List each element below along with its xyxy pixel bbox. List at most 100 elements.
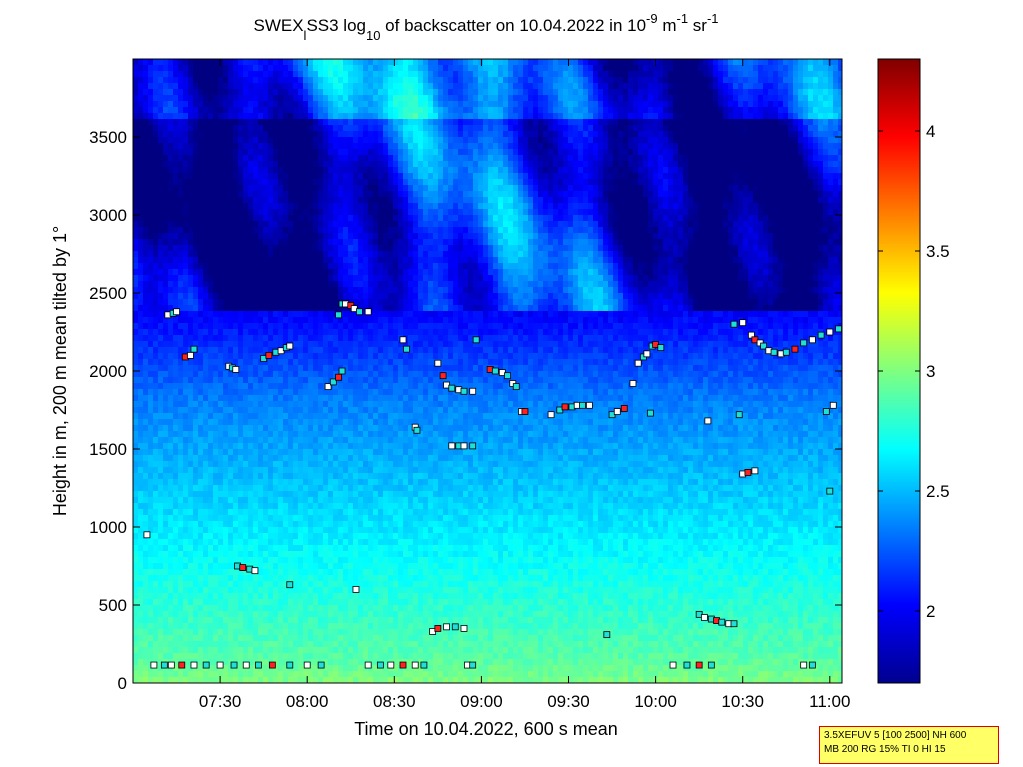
colorbar-tick-label: 2: [926, 602, 935, 621]
cloud-base-marker: [286, 661, 294, 669]
cloud-base-marker: [700, 614, 708, 621]
cloud-base-marker: [190, 345, 198, 353]
cloud-base-marker: [634, 359, 642, 367]
info-box: 3.5XEFUV 5 [100 2500] NH 600 MB 200 RG 1…: [819, 726, 999, 764]
x-tick-label: 10:30: [721, 692, 764, 711]
cloud-base-marker: [646, 409, 654, 417]
cloud-base-marker: [187, 351, 194, 359]
cloud-base-marker: [160, 661, 168, 669]
cloud-base-marker: [704, 417, 712, 425]
cloud-base-marker: [822, 408, 830, 415]
x-tick-label: 10:00: [634, 692, 677, 711]
cloud-base-marker: [239, 564, 247, 571]
cloud-base-marker: [143, 531, 151, 539]
cloud-base-marker: [730, 320, 738, 328]
cloud-base-marker: [808, 661, 816, 669]
cloud-base-marker: [735, 411, 743, 419]
x-tick-label: 09:30: [547, 692, 590, 711]
cloud-base-markers: [143, 300, 842, 669]
y-tick-label: 3500: [89, 128, 127, 147]
cloud-base-marker: [521, 408, 529, 415]
cloud-base-marker: [434, 625, 442, 632]
x-tick-label: 08:30: [373, 692, 416, 711]
cloud-base-marker: [232, 366, 240, 373]
cloud-base-marker: [808, 336, 816, 344]
cloud-base-marker: [216, 661, 224, 669]
cloud-base-marker: [620, 405, 628, 412]
cloud-base-marker: [579, 401, 586, 409]
x-tick-label: 11:00: [809, 692, 850, 711]
cloud-base-marker: [403, 345, 410, 353]
cloud-base-marker: [329, 378, 337, 386]
cloud-base-marker: [387, 661, 395, 669]
cloud-base-marker: [748, 331, 755, 339]
cloud-base-marker: [364, 661, 372, 669]
cloud-base-marker: [695, 661, 703, 669]
cloud-base-marker: [448, 384, 456, 392]
cloud-base-marker: [399, 661, 407, 669]
plot-area: 07:30 08:00 08:30 09:00 09:30 10:00 10:30 11:00…: [89, 58, 850, 711]
cloud-base-marker: [411, 661, 419, 669]
colorbar-ticks: 2 2.5 3 3.5 4: [878, 122, 950, 621]
cloud-base-marker: [800, 661, 808, 669]
x-tick-label: 08:00: [286, 692, 329, 711]
chart-title: SWEXlSS3 log10 of backscatter on 10.04.2…: [253, 11, 718, 43]
cloud-base-marker: [826, 328, 834, 336]
cloud-base-marker: [335, 373, 342, 381]
cloud-base-marker: [669, 661, 677, 669]
y-tick-label: 1000: [89, 518, 127, 537]
cloud-base-marker: [657, 344, 665, 352]
y-tick-label: 0: [118, 674, 127, 693]
y-tick-label: 2500: [89, 284, 127, 303]
cloud-base-marker: [399, 336, 407, 344]
cloud-base-marker: [150, 661, 158, 669]
cloud-base-marker: [255, 661, 262, 669]
cloud-base-marker: [178, 661, 186, 669]
cloud-base-marker: [230, 661, 238, 669]
cloud-base-marker: [338, 367, 346, 375]
cloud-base-marker: [817, 331, 825, 339]
y-tick-label: 1500: [89, 440, 127, 459]
cloud-base-marker: [643, 350, 651, 358]
cloud-base-marker: [730, 620, 738, 628]
cloud-base-marker: [317, 661, 325, 669]
cloud-base-marker: [413, 426, 421, 434]
cloud-base-marker: [286, 342, 294, 350]
cloud-base-marker: [718, 618, 726, 626]
cloud-base-marker: [376, 661, 384, 669]
cloud-base-marker: [472, 336, 480, 344]
cloud-base-marker: [469, 661, 477, 669]
cloud-base-marker: [202, 661, 210, 669]
cloud-base-marker: [460, 442, 468, 450]
cloud-base-marker: [460, 387, 468, 395]
x-tick-label: 09:00: [460, 692, 503, 711]
cloud-base-marker: [265, 351, 273, 359]
y-tick-label: 2000: [89, 362, 127, 381]
cloud-base-marker: [829, 401, 837, 409]
y-tick-label: 500: [99, 596, 127, 615]
cloud-base-marker: [242, 661, 250, 669]
colorbar-tick-label: 2.5: [926, 482, 950, 501]
cloud-base-marker: [469, 442, 477, 450]
cloud-base-marker: [352, 586, 360, 593]
cloud-base-marker: [504, 372, 511, 380]
cloud-base-marker: [561, 403, 569, 411]
cloud-base-marker: [190, 661, 198, 669]
cloud-base-marker: [448, 442, 456, 450]
cloud-base-marker: [683, 661, 691, 669]
cloud-base-marker: [707, 661, 715, 669]
cloud-base-marker: [835, 325, 842, 333]
cloud-base-marker: [547, 411, 555, 419]
cloud-base-marker: [439, 372, 447, 380]
cloud-base-marker: [420, 661, 428, 669]
cloud-base-marker: [800, 339, 808, 347]
cloud-base-marker: [286, 581, 294, 589]
cloud-base-marker: [335, 311, 342, 319]
colorbar-gradient: [877, 58, 921, 684]
cloud-base-marker: [613, 408, 621, 415]
colorbar-tick-label: 3: [926, 362, 935, 381]
cloud-base-marker: [744, 468, 752, 476]
cloud-base-marker: [791, 345, 799, 353]
cloud-base-marker: [434, 359, 442, 367]
